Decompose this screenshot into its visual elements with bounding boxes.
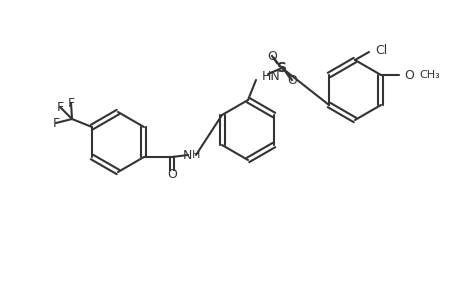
Text: O: O [267, 50, 276, 62]
Text: S: S [276, 61, 286, 75]
Text: F: F [52, 116, 60, 130]
Text: N: N [182, 148, 191, 161]
Text: F: F [56, 100, 63, 113]
Text: O: O [167, 169, 177, 182]
Text: H: H [191, 150, 200, 160]
Text: Cl: Cl [374, 44, 386, 56]
Text: O: O [286, 74, 297, 86]
Text: F: F [67, 97, 74, 110]
Text: O: O [403, 68, 413, 82]
Text: CH₃: CH₃ [418, 70, 439, 80]
Text: HN: HN [262, 70, 280, 83]
